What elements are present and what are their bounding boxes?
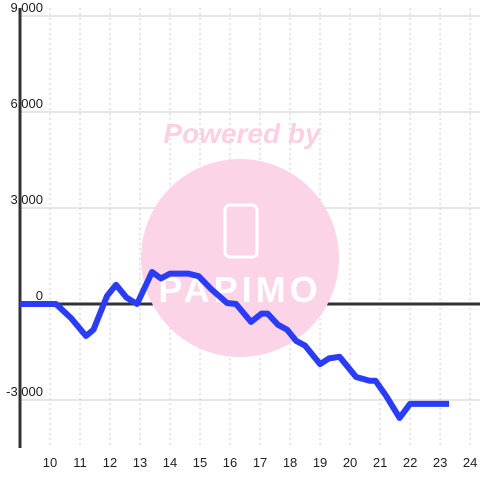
x-tick-label: 24 [463,455,477,470]
x-tick-label: 20 [343,455,357,470]
x-tick-label: 17 [253,455,267,470]
y-tick-label: 3,000 [10,192,43,207]
watermark-logo: PAPIMO [141,159,339,357]
x-tick-label: 10 [43,455,57,470]
y-tick-label: -3,000 [6,384,43,399]
data-line [20,269,450,421]
y-tick-label: 0 [36,288,43,303]
y-tick-label: 6,000 [10,96,43,111]
x-tick-label: 14 [163,455,177,470]
x-tick-label: 15 [193,455,207,470]
x-tick-label: 18 [283,455,297,470]
x-tick-label: 12 [103,455,117,470]
x-tick-label: 16 [223,455,237,470]
watermark-text: Powered by [163,118,322,149]
x-tick-label: 22 [403,455,417,470]
x-tick-label: 11 [73,455,87,470]
x-tick-label: 21 [373,455,387,470]
x-tick-label: 23 [433,455,447,470]
y-tick-label: 9,000 [10,0,43,15]
x-tick-label: 13 [133,455,147,470]
x-tick-label: 19 [313,455,327,470]
